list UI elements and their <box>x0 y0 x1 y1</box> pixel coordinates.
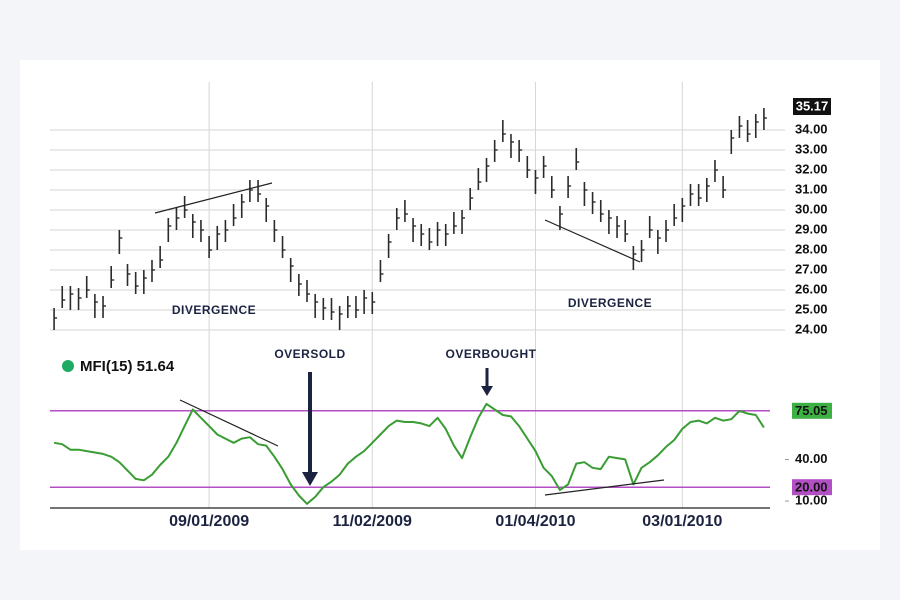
annotation: DIVERGENCE <box>568 296 652 310</box>
y-tick-label: 28.00 <box>795 241 828 256</box>
y-tick-label: 25.00 <box>795 301 828 316</box>
y-tick-label: 33.00 <box>795 141 828 156</box>
y-tick-label: 40.00 <box>795 451 828 466</box>
legend-label: MFI(15) <box>80 358 133 375</box>
price-badge <box>793 98 831 115</box>
y-tick-label: 30.00 <box>795 201 828 216</box>
chart-background <box>20 60 880 550</box>
divergence-line <box>544 219 641 263</box>
legend-dot <box>62 360 74 372</box>
y-tick-label: 27.00 <box>795 261 828 276</box>
y-tick-label: 29.00 <box>795 221 828 236</box>
divergence-line <box>544 479 665 496</box>
x-tick-label: 01/04/2010 <box>495 513 575 530</box>
annotation: OVERSOLD <box>274 347 345 361</box>
level-label-bg <box>792 402 832 419</box>
legend-value: 51.64 <box>137 358 175 375</box>
mfi-line <box>53 402 765 505</box>
annotation: OVERBOUGHT <box>445 347 536 361</box>
y-tick-label: 31.00 <box>795 181 828 196</box>
grid: 24.00 25.00 26.00 27.00 28.00 29.00 30.00 31.00… <box>50 82 832 509</box>
y-tick-label: 10.00 <box>795 493 828 508</box>
x-tick-label: 03/01/2010 <box>642 513 722 530</box>
level-label-bg <box>792 479 832 496</box>
divergence-line <box>179 399 279 447</box>
annotation: DIVERGENCE <box>172 303 256 317</box>
y-tick-label: 34.00 <box>795 121 828 136</box>
x-tick-label: 09/01/2009 <box>169 513 249 530</box>
y-tick-label: 32.00 <box>795 161 828 176</box>
level-label: 75.05 <box>795 403 828 418</box>
level-label: 20.00 <box>795 480 828 495</box>
x-tick-label: 11/02/2009 <box>333 513 412 530</box>
divergence-line <box>154 182 273 214</box>
arrow-head <box>302 472 318 486</box>
arrow-head <box>481 386 493 396</box>
legend: MFI(15) 51.64 <box>80 358 175 375</box>
y-tick-label: 26.00 <box>795 281 828 296</box>
marks <box>53 108 767 505</box>
y-tick-label: 24.00 <box>795 321 828 336</box>
price-badge-label: 35.17 <box>796 98 829 113</box>
